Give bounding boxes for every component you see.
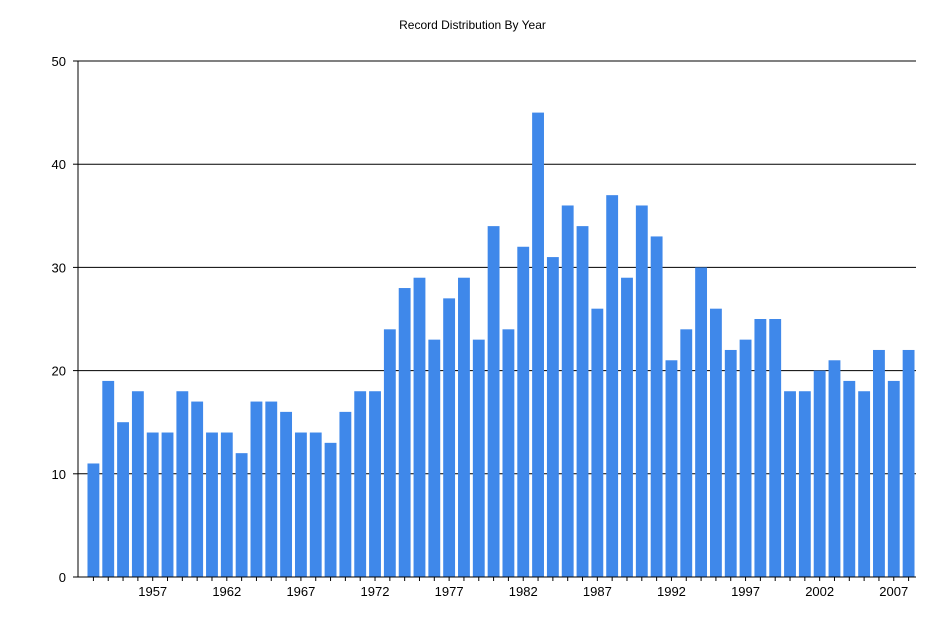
x-tick-label: 1997 [731, 584, 760, 599]
bar-2004 [843, 380, 856, 577]
bar-1964 [250, 401, 263, 577]
bar-2008 [902, 349, 915, 577]
bars [87, 112, 915, 578]
bar-1957 [146, 432, 159, 577]
bar-1959 [176, 391, 189, 577]
y-tick-label: 10 [52, 467, 66, 482]
bar-1965 [265, 401, 278, 577]
x-tick-label: 2007 [879, 584, 908, 599]
bar-1953 [87, 463, 100, 577]
bar-1997 [739, 339, 752, 577]
bar-1994 [695, 267, 708, 577]
bar-1954 [102, 380, 115, 577]
x-tick-label: 1957 [138, 584, 167, 599]
x-tick-label: 2002 [805, 584, 834, 599]
bar-1955 [117, 422, 129, 577]
bar-1969 [324, 442, 337, 577]
x-tick-label: 1982 [509, 584, 538, 599]
bar-1979 [472, 339, 485, 577]
bar-1991 [650, 236, 663, 577]
y-tick-label: 0 [59, 570, 66, 585]
bar-1998 [754, 319, 767, 577]
bar-1985 [561, 205, 574, 578]
y-tick-label: 50 [52, 54, 66, 69]
bar-1978 [458, 277, 470, 577]
bar-1972 [369, 391, 381, 577]
bar-1983 [532, 112, 544, 577]
bar-1993 [680, 329, 693, 577]
x-tick-label: 1977 [435, 584, 464, 599]
bar-1967 [294, 432, 307, 577]
bar-1956 [131, 391, 144, 577]
y-axis-ticks: 0 10 20 30 40 50 [52, 54, 78, 585]
bar-2005 [858, 391, 871, 577]
bar-1992 [665, 360, 678, 577]
bar-1996 [724, 349, 737, 577]
bar-1963 [235, 453, 248, 577]
bar-1974 [398, 288, 411, 577]
bar-1968 [309, 432, 322, 577]
bar-2002 [813, 370, 826, 577]
bar-1984 [546, 257, 559, 577]
bar-1989 [621, 277, 633, 577]
bar-1973 [383, 329, 396, 577]
bar-1999 [769, 319, 782, 577]
bar-2001 [798, 391, 811, 577]
x-tick-label: 1962 [212, 584, 241, 599]
bar-1977 [443, 298, 456, 577]
bar-1962 [220, 432, 233, 577]
y-tick-label: 20 [52, 364, 66, 379]
bar-1958 [161, 432, 174, 577]
bar-2000 [784, 391, 796, 577]
x-tick-label: 1967 [286, 584, 315, 599]
y-tick-label: 30 [52, 260, 66, 275]
bar-1981 [502, 329, 515, 577]
x-axis-ticks: 1957 1962 1967 1972 1977 1982 1987 1992 1997 2002… [92, 577, 910, 599]
bar-2003 [828, 360, 841, 577]
bar-1987 [591, 308, 604, 577]
bar-1970 [339, 411, 352, 577]
bar-1975 [413, 277, 426, 577]
bar-1995 [709, 308, 722, 577]
bar-2007 [887, 380, 900, 577]
bar-1988 [606, 195, 619, 577]
bar-2006 [873, 349, 885, 577]
bar-1990 [635, 205, 648, 578]
y-tick-label: 40 [52, 157, 66, 172]
bar-1980 [487, 226, 500, 577]
x-tick-label: 1992 [657, 584, 686, 599]
bar-1960 [191, 401, 204, 577]
bar-1966 [280, 411, 293, 577]
x-tick-label: 1972 [361, 584, 390, 599]
bar-1961 [206, 432, 218, 577]
axes [77, 61, 916, 578]
chart-title: Record Distribution By Year [399, 18, 546, 32]
bar-1976 [428, 339, 441, 577]
bar-1986 [576, 226, 589, 577]
bar-1971 [354, 391, 367, 577]
bar-1982 [517, 246, 530, 577]
x-tick-label: 1987 [583, 584, 612, 599]
